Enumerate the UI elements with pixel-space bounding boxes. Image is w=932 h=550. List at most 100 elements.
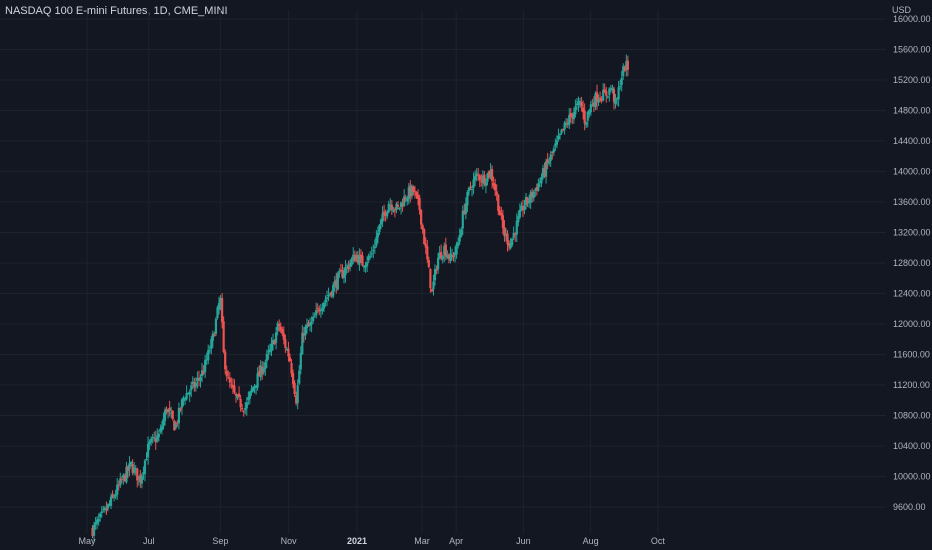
candle-body — [108, 503, 111, 505]
candle-body — [179, 408, 182, 410]
candle-body — [160, 426, 164, 431]
candle-body — [403, 196, 406, 206]
candle-body — [191, 381, 194, 385]
candle-body — [467, 187, 471, 192]
candle-body — [299, 352, 302, 370]
candle-body — [612, 89, 616, 103]
candle-body — [162, 418, 165, 427]
candle-body — [420, 209, 423, 225]
y-tick-label: 12800.00 — [893, 258, 931, 268]
candle-body — [213, 335, 216, 337]
candle-body — [617, 87, 620, 100]
candle-body — [401, 204, 404, 207]
y-tick-label: 14000.00 — [893, 167, 931, 177]
candle-body — [199, 377, 202, 381]
candle-body — [504, 233, 508, 235]
candle-body — [577, 100, 580, 106]
candle-body — [395, 203, 398, 210]
y-tick-label: 10400.00 — [893, 441, 931, 451]
candle-body — [578, 101, 582, 103]
candle-body — [464, 203, 467, 214]
candle-body — [592, 102, 596, 107]
candle-body — [352, 254, 355, 260]
candle-body — [435, 269, 438, 271]
candle-body — [563, 122, 566, 130]
candle-body — [92, 524, 96, 536]
price-axis[interactable]: 16000.00 15600.00 15200.00 14800.00 14400.00… — [893, 14, 931, 512]
candle-body — [427, 259, 430, 268]
y-tick-label: 16000.00 — [893, 14, 931, 24]
candle-body — [347, 266, 350, 269]
candle-body — [474, 175, 477, 181]
candle-body — [528, 200, 531, 204]
candle-body — [625, 61, 628, 70]
candle-body — [278, 323, 281, 327]
candle-body — [393, 209, 396, 211]
candle-body — [509, 243, 512, 249]
candle-body — [339, 269, 343, 271]
candle-body — [355, 255, 358, 260]
chart-title: NASDAQ 100 E-mini Futures, 1D, CME_MINI — [5, 5, 228, 17]
y-tick-label: 12400.00 — [893, 289, 931, 299]
candle-body — [227, 377, 230, 379]
candle-body — [327, 295, 330, 297]
candle-body — [452, 255, 455, 258]
candle-body — [267, 351, 270, 353]
candle-body — [322, 302, 326, 309]
candle-body — [534, 189, 537, 191]
candle-body — [356, 254, 359, 263]
candle-body — [523, 206, 526, 211]
candle-body — [103, 507, 106, 510]
time-axis[interactable]: May Jul Sep Nov 2021 Mar Apr Jun Aug Oct — [78, 536, 665, 546]
candle-body — [426, 246, 429, 260]
candle-body — [231, 384, 235, 388]
candle-body — [122, 474, 125, 479]
candle-body — [222, 321, 225, 353]
candle-body — [532, 191, 535, 199]
candle-body — [436, 257, 440, 270]
candle-body — [450, 255, 454, 257]
candle-body — [196, 378, 199, 381]
candle-body — [566, 123, 569, 125]
candle-body — [409, 185, 412, 197]
x-tick-label: Apr — [449, 536, 463, 546]
candle-body — [490, 168, 494, 181]
candle-body — [538, 181, 542, 183]
candle-body — [524, 196, 528, 206]
candle-body — [433, 268, 437, 281]
y-tick-label: 10000.00 — [893, 472, 931, 482]
candle-body — [461, 210, 464, 229]
candle-body — [194, 382, 197, 387]
candle-body — [520, 205, 523, 211]
candle-body — [202, 371, 205, 374]
candle-body — [449, 253, 452, 261]
y-tick-label: 11200.00 — [893, 380, 930, 390]
candle-body — [381, 213, 384, 222]
candle-body — [271, 339, 275, 345]
candle-body — [120, 479, 123, 481]
candle-body — [293, 382, 296, 394]
candle-body — [167, 409, 170, 413]
candle-body — [214, 318, 218, 334]
candle-body — [126, 466, 130, 471]
candle-body — [418, 197, 421, 211]
candle-body — [205, 359, 208, 361]
candle-body — [157, 433, 160, 438]
candle-body — [197, 378, 201, 380]
candle-body — [568, 115, 571, 126]
candle-body — [552, 148, 555, 153]
candle-body — [341, 270, 344, 278]
candle-body — [602, 90, 605, 101]
candle-body — [256, 373, 259, 388]
candle-body — [165, 409, 168, 412]
candle-body — [497, 194, 500, 212]
candle-body — [376, 232, 380, 238]
candle-body — [168, 407, 171, 412]
candle-body — [105, 508, 108, 511]
candle-body — [304, 326, 307, 336]
candle-body — [259, 365, 262, 378]
candle-body — [188, 391, 191, 396]
y-tick-label: 14800.00 — [893, 106, 931, 116]
candle-body — [580, 102, 583, 107]
